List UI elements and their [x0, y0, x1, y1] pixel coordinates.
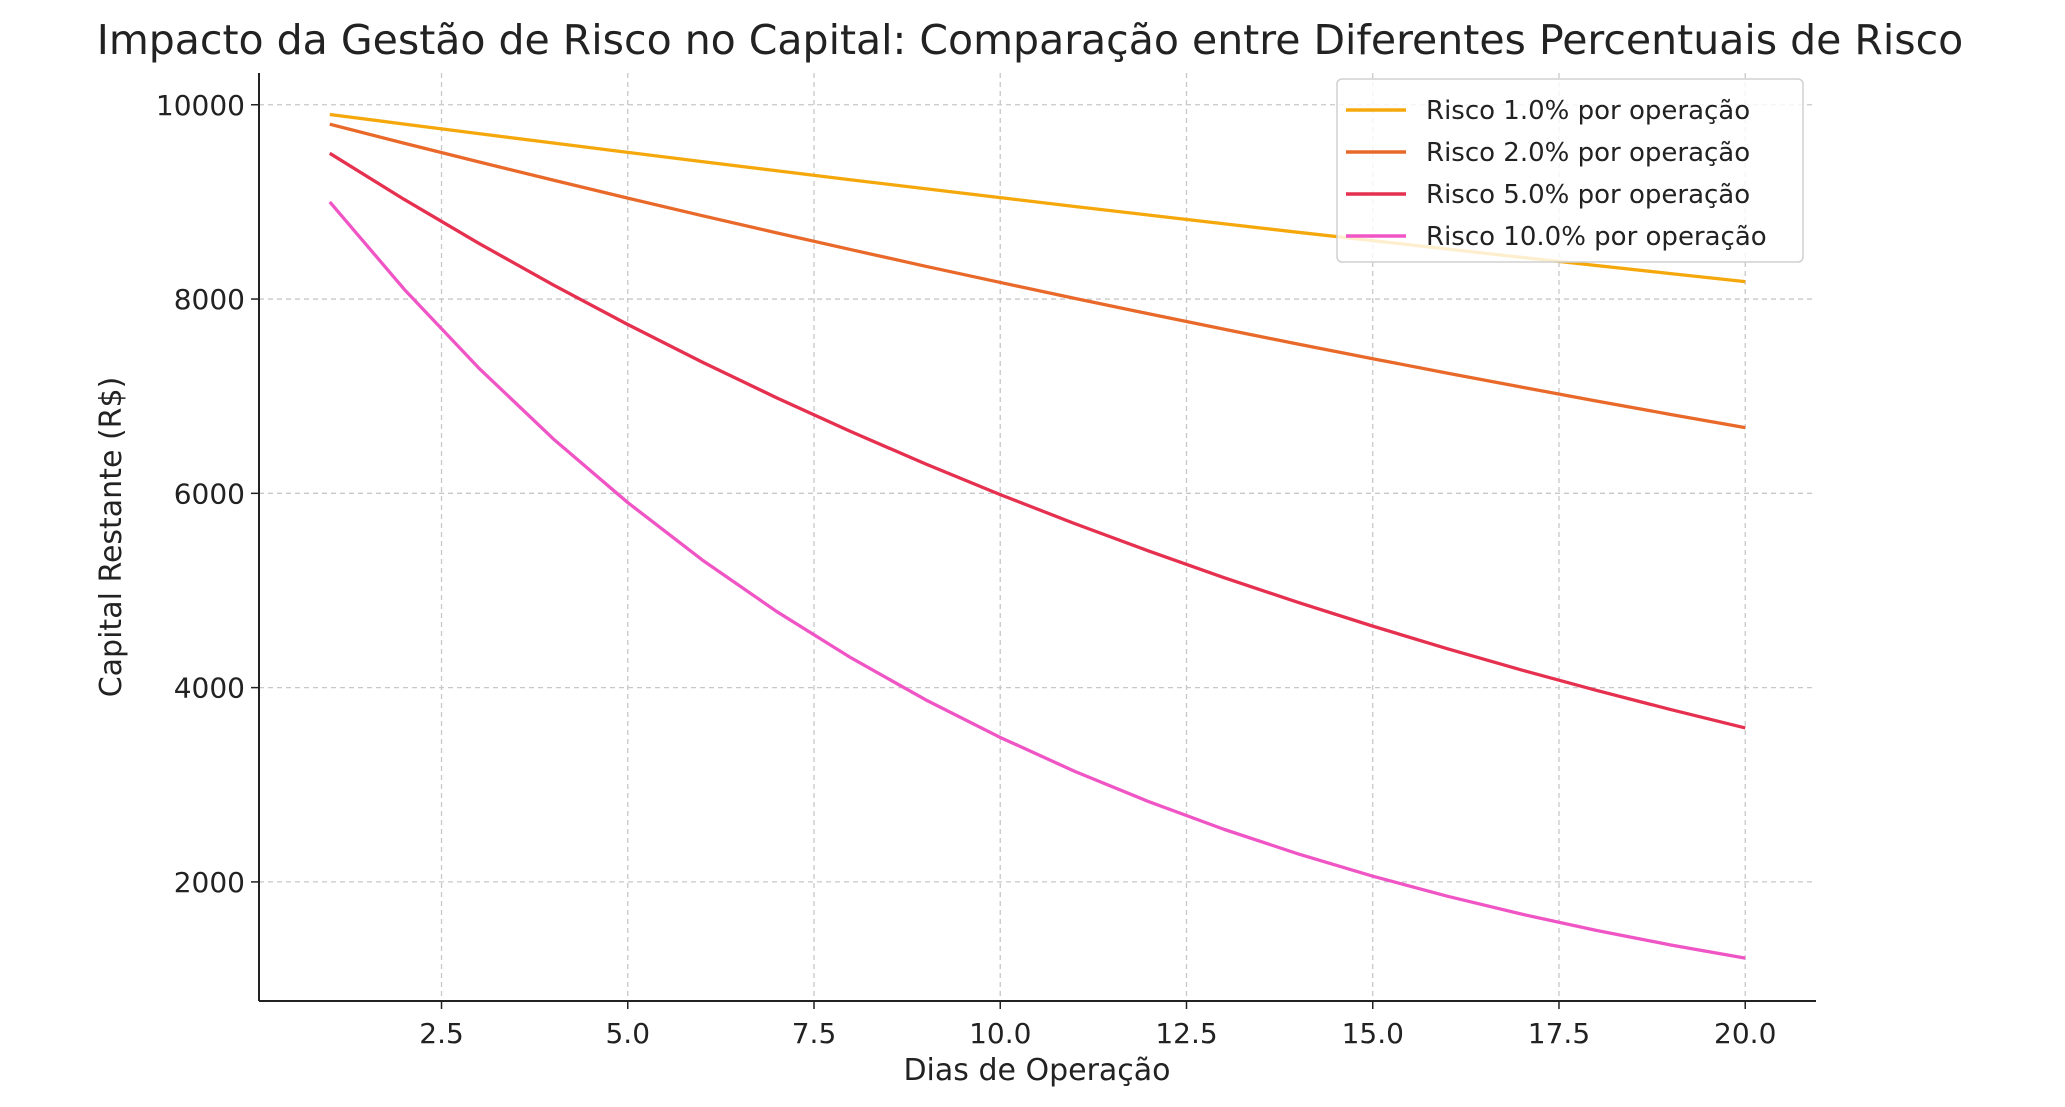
y-tick-label: 8000: [174, 283, 245, 316]
x-tick-label: 5.0: [605, 1017, 650, 1050]
axes: [251, 73, 1816, 1009]
chart-title: Impacto da Gestão de Risco no Capital: C…: [97, 16, 1964, 64]
series-line-3: [328, 151, 1746, 730]
x-tick-label: 12.5: [1155, 1017, 1217, 1050]
x-tick-label: 7.5: [792, 1017, 837, 1050]
legend-box: [1336, 78, 1804, 263]
series-line-2: [329, 122, 1746, 430]
legend: Risco 1.0% por operação Risco 2.0% por op…: [1336, 78, 1804, 263]
legend-label: Risco 2.0% por operação: [1426, 138, 1750, 168]
y-tick-label: 6000: [174, 477, 245, 510]
x-tick-label: 17.5: [1528, 1017, 1590, 1050]
y-tick-label: 4000: [174, 672, 245, 705]
y-tick-label: 10000: [156, 89, 245, 122]
y-tick-label: 2000: [174, 866, 245, 899]
x-tick-label: 2.5: [419, 1017, 464, 1050]
series-line-4: [328, 200, 1746, 960]
x-tick-label: 15.0: [1342, 1017, 1404, 1050]
series-lines: [328, 112, 1746, 960]
tick-labels: 2.5 5.0 7.5 10.0 12.5 15.0 17.5 20.0 2000 4000 600…: [156, 89, 1776, 1050]
legend-label: Risco 5.0% por operação: [1426, 180, 1750, 210]
x-axis-label: Dias de Operação: [903, 1053, 1170, 1088]
legend-label: Risco 1.0% por operação: [1426, 96, 1750, 126]
x-tick-label: 10.0: [969, 1017, 1031, 1050]
legend-label: Risco 10.0% por operação: [1426, 222, 1767, 252]
x-tick-label: 20.0: [1714, 1017, 1776, 1050]
y-axis-label: Capital Restante (R$): [94, 377, 129, 698]
